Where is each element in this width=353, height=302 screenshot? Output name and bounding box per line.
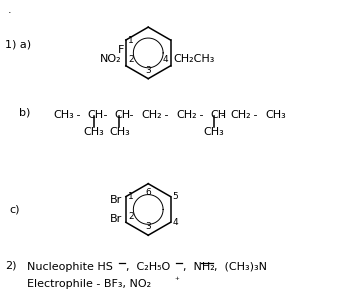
Text: CH₃: CH₃	[203, 127, 224, 137]
Text: -: -	[196, 110, 207, 120]
Text: -: -	[221, 110, 228, 120]
Text: ⁺: ⁺	[174, 276, 179, 285]
Text: -: -	[73, 110, 84, 120]
Text: 1) a): 1) a)	[5, 39, 31, 49]
Text: ,  C₂H₅O: , C₂H₅O	[126, 262, 170, 272]
Text: Br: Br	[110, 214, 122, 224]
Text: CH₃: CH₃	[53, 110, 74, 120]
Text: 4: 4	[163, 55, 169, 64]
Text: F: F	[118, 45, 124, 55]
Text: -: -	[161, 110, 172, 120]
Text: CH₃: CH₃	[265, 110, 286, 120]
Text: ,  (CH₃)₃N: , (CH₃)₃N	[214, 262, 267, 272]
Text: CH₂CH₃: CH₂CH₃	[174, 54, 215, 64]
Text: -: -	[250, 110, 262, 120]
Text: 2: 2	[128, 55, 133, 64]
Text: 3: 3	[145, 222, 151, 231]
Text: 2): 2)	[5, 261, 17, 271]
Text: CH₂: CH₂	[141, 110, 162, 120]
Text: 1: 1	[128, 36, 134, 44]
Text: NO₂: NO₂	[100, 54, 122, 64]
Text: CH₃: CH₃	[109, 127, 130, 137]
Text: CH: CH	[88, 110, 104, 120]
Text: CH: CH	[211, 110, 227, 120]
Text: Br: Br	[110, 194, 122, 204]
Text: 5: 5	[173, 192, 178, 201]
Text: CH₃: CH₃	[83, 127, 104, 137]
Text: Nucleophite HS: Nucleophite HS	[27, 262, 113, 272]
Text: c): c)	[9, 204, 20, 214]
Text: CH₂: CH₂	[231, 110, 251, 120]
Text: 6: 6	[145, 188, 151, 197]
Text: 3: 3	[145, 66, 151, 75]
Text: .: .	[7, 5, 11, 15]
Text: 1: 1	[128, 192, 134, 201]
Text: ,  NH₂: , NH₂	[183, 262, 215, 272]
Text: b): b)	[19, 108, 31, 117]
Text: CH₂: CH₂	[176, 110, 197, 120]
Text: -: -	[100, 110, 110, 120]
Text: 2: 2	[128, 212, 133, 221]
Text: 4: 4	[173, 218, 178, 227]
Text: -: -	[126, 110, 137, 120]
Text: Electrophile - BF₃, NO₂: Electrophile - BF₃, NO₂	[27, 279, 151, 289]
Text: CH: CH	[114, 110, 131, 120]
